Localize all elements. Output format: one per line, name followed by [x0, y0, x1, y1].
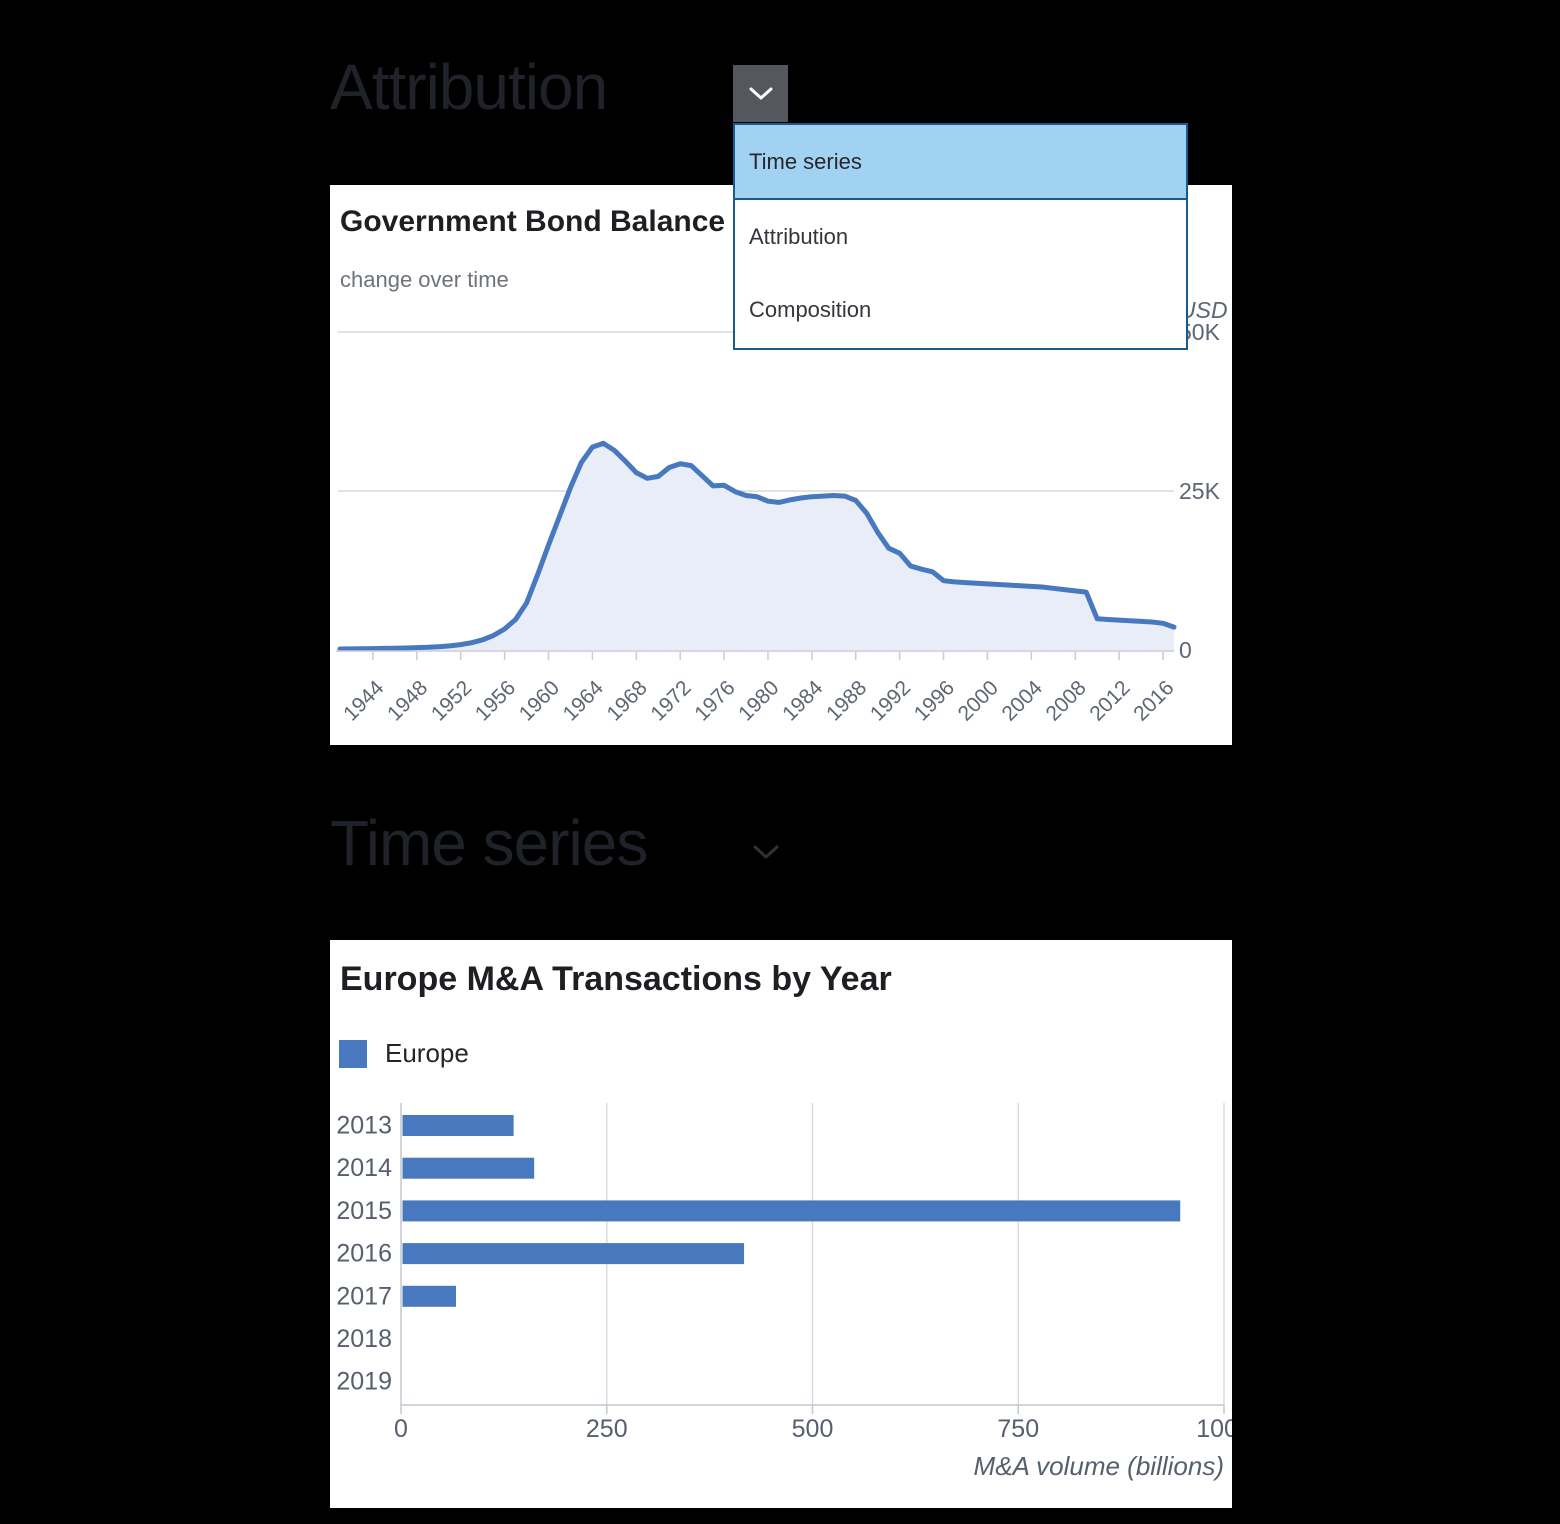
y-tick-label-0: 0 — [1179, 637, 1192, 663]
x-tick-label-1988: 1988 — [822, 676, 871, 725]
y-category-label-2015: 2015 — [336, 1197, 392, 1225]
chevron-down-icon — [749, 87, 772, 100]
dropdown-option-time-series[interactable]: Time series — [735, 125, 1186, 200]
x-tick-label-1960: 1960 — [515, 676, 564, 725]
bar-2014 — [402, 1157, 535, 1179]
bar-2017 — [402, 1285, 456, 1307]
x-tick-label-0: 0 — [394, 1415, 408, 1443]
x-tick-label-1964: 1964 — [559, 676, 609, 726]
bar-2015 — [402, 1200, 1181, 1222]
dropdown-menu: Time series Attribution Composition — [733, 123, 1188, 350]
dropdown-toggle-button[interactable] — [733, 65, 788, 122]
area-fill — [340, 443, 1174, 650]
y-category-label-2016: 2016 — [336, 1240, 392, 1268]
dropdown-option-composition[interactable]: Composition — [749, 296, 872, 322]
bar-chart: 0 250 500 750 1000 2013 2014 2015 2016 2017 2018 20… — [336, 1103, 1232, 1481]
x-tick-label-1996: 1996 — [910, 676, 959, 725]
chevron-down-icon[interactable] — [752, 844, 780, 860]
y-category-label-2019: 2019 — [336, 1368, 392, 1396]
x-tick-label-1000: 1000 — [1196, 1415, 1232, 1443]
legend-swatch-europe — [339, 1039, 367, 1068]
y-category-label-2017: 2017 — [336, 1282, 392, 1310]
x-tick-label-1948: 1948 — [383, 676, 432, 725]
legend-label: Europe — [385, 1038, 469, 1068]
x-tick-label-2004: 2004 — [998, 676, 1048, 726]
y-category-label-2014: 2014 — [336, 1154, 392, 1182]
bar-chart-title: Europe M&A Transactions by Year — [340, 960, 892, 998]
line-chart-title: Government Bond Balance fr — [340, 205, 756, 238]
y-category-label-2013: 2013 — [336, 1112, 392, 1140]
y-category-label-2018: 2018 — [336, 1325, 392, 1353]
bar-2013 — [402, 1115, 514, 1136]
x-tick-label-250: 250 — [586, 1415, 628, 1443]
x-tick-label-1980: 1980 — [734, 676, 783, 725]
x-tick-label-1972: 1972 — [646, 676, 695, 725]
timeseries-heading: Time series — [330, 807, 648, 879]
x-tick-label-2008: 2008 — [1041, 676, 1090, 725]
x-tick-label-2000: 2000 — [954, 676, 1003, 725]
x-tick-label-1952: 1952 — [427, 676, 476, 725]
x-tick-label-1984: 1984 — [778, 676, 828, 726]
x-tick-label-2016: 2016 — [1129, 676, 1178, 725]
x-tick-label-1956: 1956 — [471, 676, 520, 725]
x-tick-label-1944: 1944 — [339, 676, 389, 726]
bar-chart-card: Europe M&A Transactions by Year Europe 0… — [330, 940, 1232, 1508]
x-tick-label-1992: 1992 — [866, 676, 915, 725]
x-tick-label-750: 750 — [997, 1415, 1039, 1443]
attribution-heading: Attribution — [330, 51, 608, 123]
x-axis-label: M&A volume (billions) — [974, 1451, 1224, 1481]
bar-2016 — [402, 1243, 745, 1265]
y-tick-label-25K: 25K — [1179, 478, 1221, 504]
x-tick-label-500: 500 — [792, 1415, 834, 1443]
legend: Europe — [339, 1038, 469, 1069]
x-tick-label-1968: 1968 — [603, 676, 652, 725]
line-series-path — [337, 440, 1177, 652]
line-chart-subtitle: change over time — [340, 267, 509, 292]
dropdown-option-attribution[interactable]: Attribution — [749, 223, 849, 249]
x-tick-label-2012: 2012 — [1085, 676, 1134, 725]
x-tick-label-1976: 1976 — [690, 676, 739, 725]
